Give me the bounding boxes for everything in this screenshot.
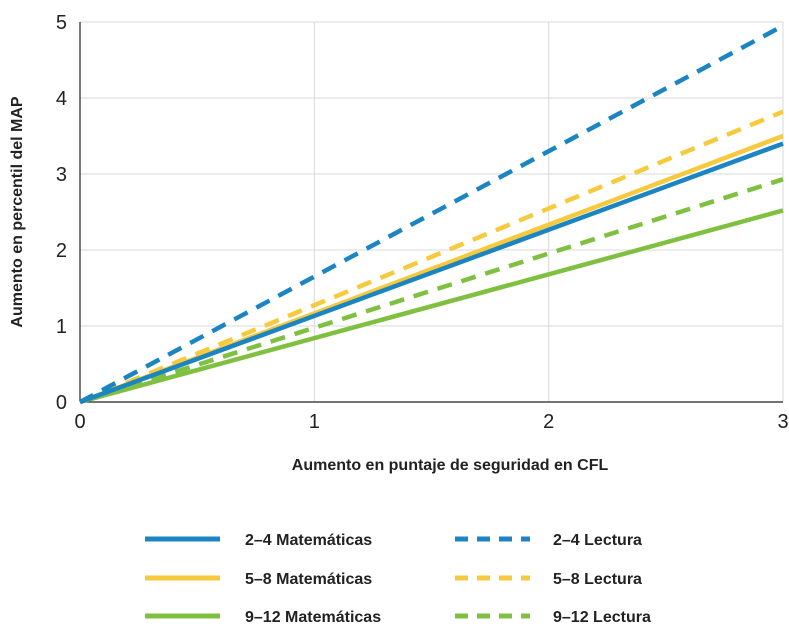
- legend-entry: 5–8 Lectura: [553, 571, 642, 588]
- x-tick-label: 1: [309, 411, 320, 433]
- legend-entry: 2–4 Matemáticas: [245, 532, 372, 549]
- y-tick-label: 3: [56, 164, 67, 186]
- legend-entry: 9–12 Lectura: [553, 609, 651, 626]
- legend-entry: 2–4 Lectura: [553, 532, 642, 549]
- y-tick-label: 5: [56, 12, 67, 34]
- y-tick-label: 4: [56, 88, 67, 110]
- series-line: [79, 141, 784, 405]
- y-tick-label: 2: [56, 240, 67, 262]
- legend-entry: 5–8 Matemáticas: [245, 571, 372, 588]
- y-tick-label: 1: [56, 316, 67, 338]
- axes: [79, 22, 783, 403]
- series-lines: [78, 23, 785, 405]
- series-line: [78, 23, 785, 404]
- legend: 2–4 Matemáticas 2–4 Lectura 5–8 Matemática…: [145, 532, 651, 626]
- series-line: [79, 177, 784, 405]
- x-axis-label: Aumento en puntaje de seguridad en CFL: [292, 457, 609, 474]
- x-tick-label: 3: [777, 411, 788, 433]
- x-tick-label: 2: [543, 411, 554, 433]
- series-line: [79, 109, 784, 405]
- x-tick-label: 0: [74, 411, 85, 433]
- tick-labels: 0 1 2 3 4 5 0 1 2 3: [56, 12, 789, 433]
- y-axis-label: Aumento en percentil del MAP: [9, 96, 26, 327]
- legend-entry: 9–12 Matemáticas: [245, 609, 381, 626]
- y-tick-label: 0: [56, 392, 67, 414]
- series-line: [79, 208, 784, 405]
- grid: [80, 21, 784, 402]
